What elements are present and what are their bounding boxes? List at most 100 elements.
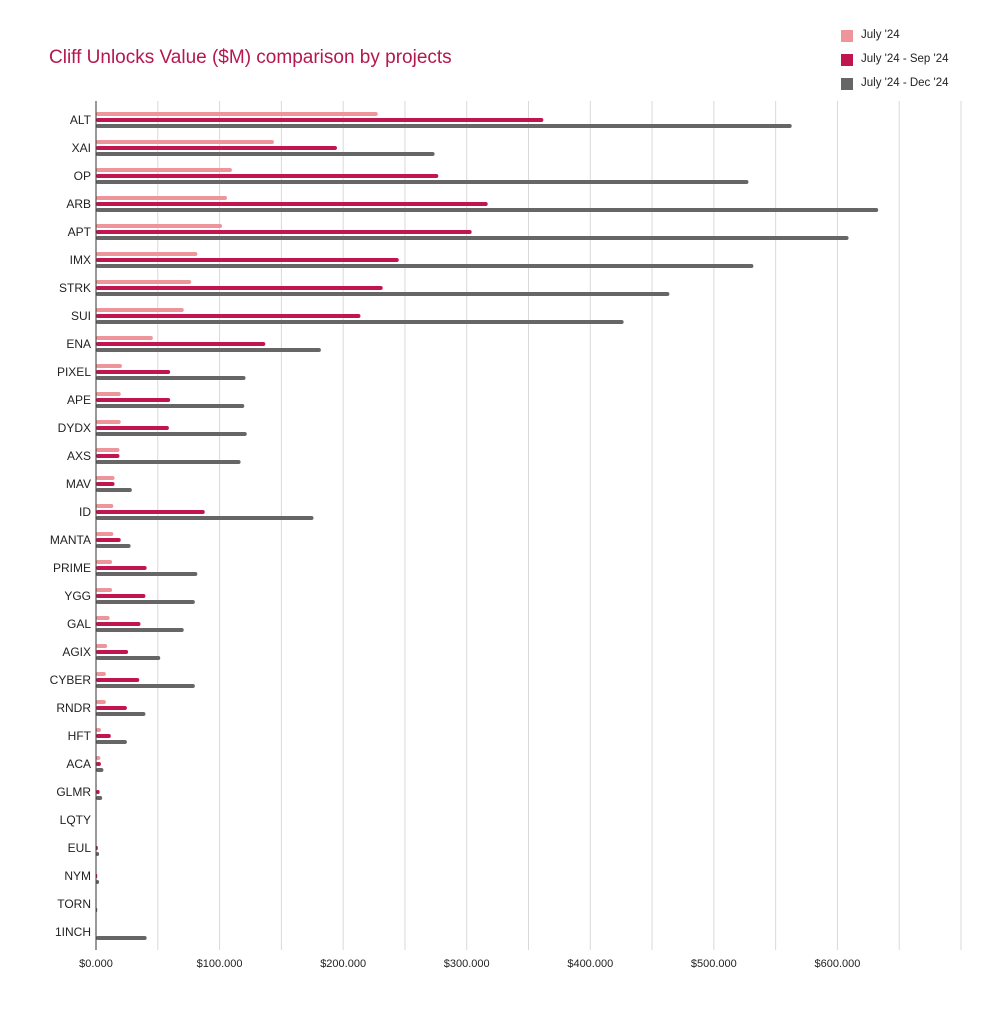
bar-manta-series-0 bbox=[96, 532, 114, 536]
bar-op-series-0 bbox=[96, 168, 232, 172]
bar-pixel-series-0 bbox=[96, 364, 122, 368]
bar-agix-series-1 bbox=[96, 650, 129, 654]
bar-dydx-series-2 bbox=[96, 432, 247, 436]
bar-apt-series-2 bbox=[96, 236, 849, 240]
bar-agix-series-2 bbox=[96, 656, 161, 660]
bar-ape-series-0 bbox=[96, 392, 121, 396]
category-label: IMX bbox=[70, 253, 91, 267]
chart-title: Cliff Unlocks Value ($M) comparison by p… bbox=[49, 47, 452, 68]
legend-label: July '24 - Dec '24 bbox=[861, 77, 949, 89]
category-label: MANTA bbox=[50, 533, 91, 547]
bar-strk-series-1 bbox=[96, 286, 383, 290]
bar-1inch-series-2 bbox=[96, 936, 147, 940]
bar-glmr-series-2 bbox=[96, 796, 103, 800]
bar-cyber-series-1 bbox=[96, 678, 140, 682]
bar-prime-series-1 bbox=[96, 566, 147, 570]
bar-id-series-2 bbox=[96, 516, 314, 520]
bar-dydx-series-0 bbox=[96, 420, 121, 424]
bar-imx-series-0 bbox=[96, 252, 198, 256]
category-label: PRIME bbox=[53, 561, 91, 575]
bar-xai-series-0 bbox=[96, 140, 274, 144]
bar-xai-series-1 bbox=[96, 146, 337, 150]
bar-hft-series-1 bbox=[96, 734, 111, 738]
bar-alt-series-2 bbox=[96, 124, 792, 128]
bar-alt-series-1 bbox=[96, 118, 544, 122]
bar-id-series-0 bbox=[96, 504, 114, 508]
bar-sui-series-1 bbox=[96, 314, 361, 318]
bar-apt-series-0 bbox=[96, 224, 223, 228]
bar-aca-series-0 bbox=[96, 756, 101, 760]
bar-ygg-series-0 bbox=[96, 588, 113, 592]
bar-rndr-series-2 bbox=[96, 712, 146, 716]
category-label: OP bbox=[74, 169, 91, 183]
category-label: LQTY bbox=[60, 813, 91, 827]
bar-arb-series-0 bbox=[96, 196, 227, 200]
category-label: MAV bbox=[66, 477, 91, 491]
bar-cyber-series-2 bbox=[96, 684, 195, 688]
category-label: AGIX bbox=[62, 645, 91, 659]
bar-sui-series-0 bbox=[96, 308, 184, 312]
category-label: HFT bbox=[68, 729, 92, 743]
bar-gal-series-1 bbox=[96, 622, 141, 626]
category-label: ALT bbox=[70, 113, 92, 127]
category-label: CYBER bbox=[50, 673, 92, 687]
category-label: NYM bbox=[64, 869, 91, 883]
bar-axs-series-2 bbox=[96, 460, 241, 464]
bar-prime-series-2 bbox=[96, 572, 198, 576]
bar-id-series-1 bbox=[96, 510, 205, 514]
bar-imx-series-2 bbox=[96, 264, 754, 268]
category-label: ACA bbox=[66, 757, 91, 771]
category-label: APE bbox=[67, 393, 91, 407]
bar-sui-series-2 bbox=[96, 320, 624, 324]
gridlines bbox=[157, 101, 962, 950]
bar-alt-series-0 bbox=[96, 112, 378, 116]
bar-gal-series-0 bbox=[96, 616, 110, 620]
x-tick-label: $200.000 bbox=[320, 958, 366, 970]
category-label: XAI bbox=[72, 141, 91, 155]
x-tick-label: $100.000 bbox=[197, 958, 243, 970]
bar-ygg-series-1 bbox=[96, 594, 146, 598]
bar-axs-series-0 bbox=[96, 448, 120, 452]
bar-op-series-2 bbox=[96, 180, 749, 184]
bar-op-series-1 bbox=[96, 174, 439, 178]
bar-arb-series-1 bbox=[96, 202, 488, 206]
category-label: DYDX bbox=[58, 421, 91, 435]
x-tick-label: $600.000 bbox=[814, 958, 860, 970]
x-tick-label: $0.000 bbox=[79, 958, 113, 970]
bar-cyber-series-0 bbox=[96, 672, 106, 676]
bar-glmr-series-1 bbox=[96, 790, 100, 794]
bar-agix-series-0 bbox=[96, 644, 108, 648]
category-label: 1INCH bbox=[55, 925, 91, 939]
category-label: SUI bbox=[71, 309, 91, 323]
bar-eul-series-2 bbox=[96, 852, 100, 856]
bar-mav-series-2 bbox=[96, 488, 132, 492]
bar-manta-series-1 bbox=[96, 538, 121, 542]
category-label: EUL bbox=[68, 841, 92, 855]
bar-nym-series-2 bbox=[96, 880, 100, 884]
bar-ena-series-1 bbox=[96, 342, 266, 346]
bar-xai-series-2 bbox=[96, 152, 435, 156]
bar-ape-series-2 bbox=[96, 404, 245, 408]
bar-ape-series-1 bbox=[96, 398, 171, 402]
bar-ena-series-2 bbox=[96, 348, 321, 352]
bar-prime-series-0 bbox=[96, 560, 113, 564]
bar-hft-series-0 bbox=[96, 728, 101, 732]
category-label: GAL bbox=[67, 617, 91, 631]
x-tick-labels: $0.000 $100.000 $200.000 $300.000 $400.000 $5… bbox=[79, 958, 860, 970]
bar-strk-series-2 bbox=[96, 292, 670, 296]
legend-label: July '24 bbox=[861, 29, 900, 41]
bar-axs-series-1 bbox=[96, 454, 120, 458]
category-label: TORN bbox=[57, 897, 91, 911]
category-label: RNDR bbox=[56, 701, 91, 715]
category-label: PIXEL bbox=[57, 365, 91, 379]
bar-apt-series-1 bbox=[96, 230, 472, 234]
x-tick-label: $500.000 bbox=[691, 958, 737, 970]
category-label: ID bbox=[79, 505, 91, 519]
bar-mav-series-0 bbox=[96, 476, 115, 480]
category-label: GLMR bbox=[56, 785, 91, 799]
legend-swatch bbox=[841, 78, 853, 90]
category-label: APT bbox=[68, 225, 92, 239]
bar-mav-series-1 bbox=[96, 482, 115, 486]
bar-aca-series-1 bbox=[96, 762, 101, 766]
